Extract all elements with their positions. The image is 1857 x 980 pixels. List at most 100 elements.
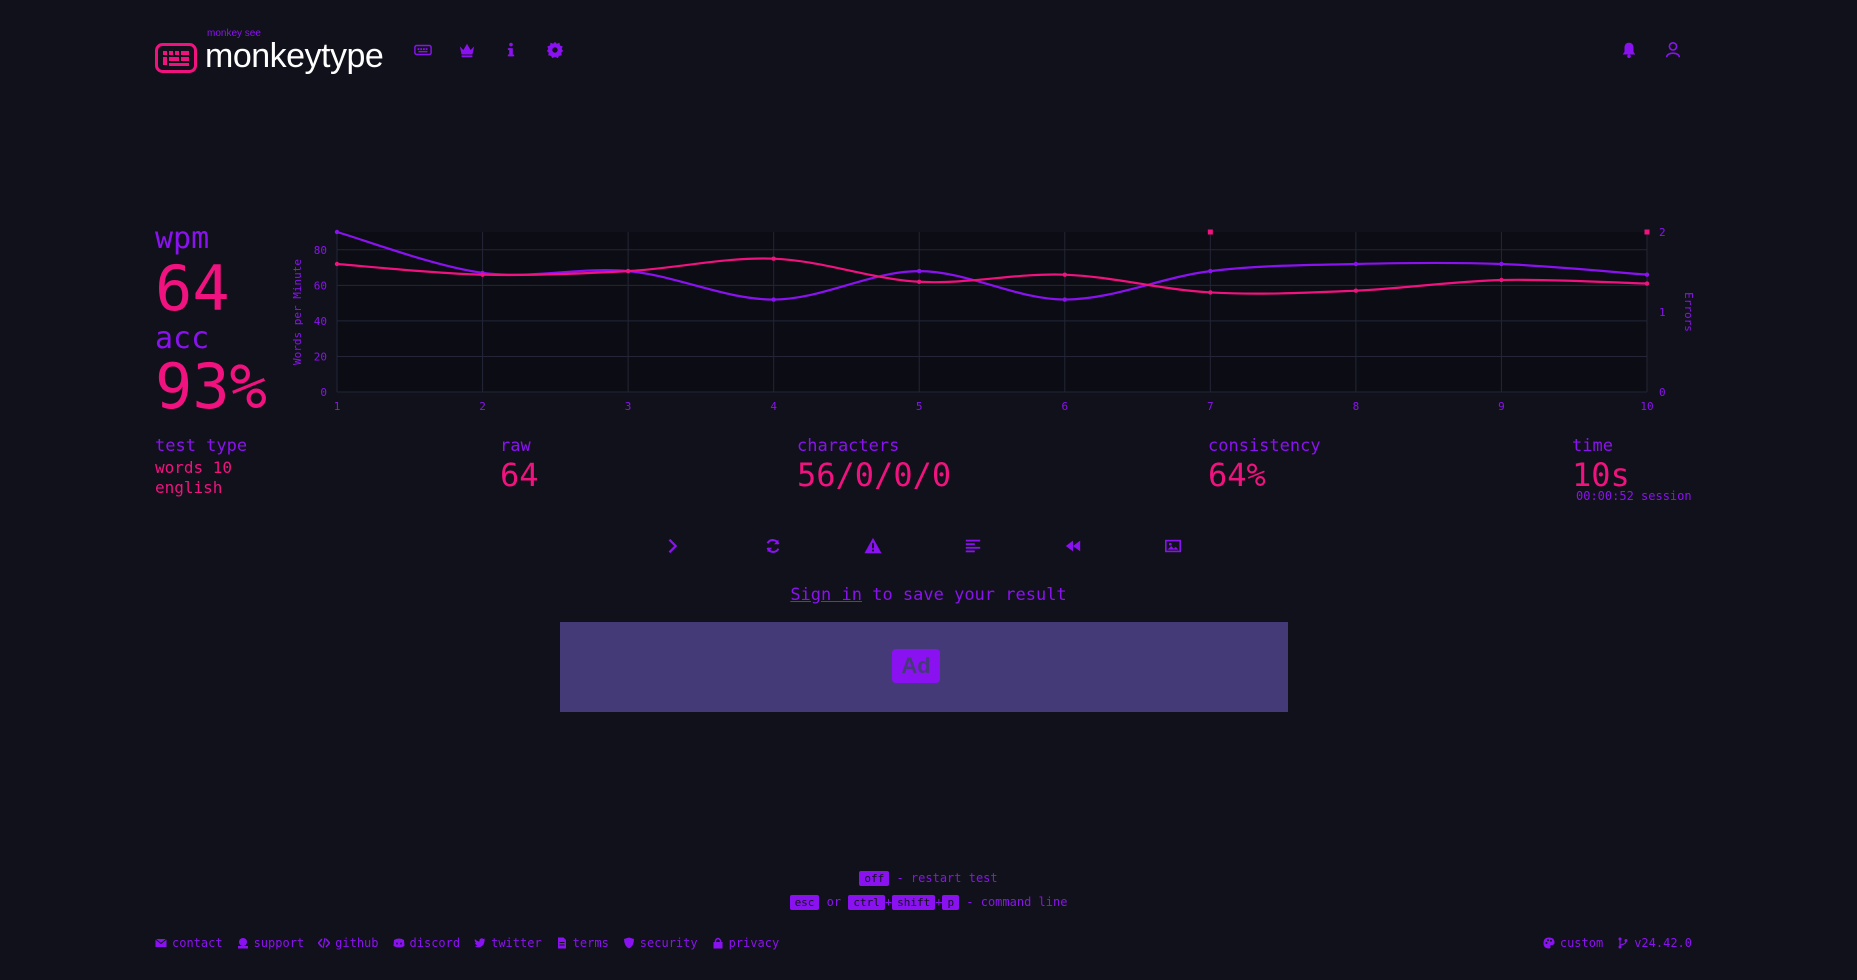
logo-subtitle: monkey see xyxy=(207,28,261,39)
series-2-point xyxy=(1644,281,1650,286)
series-2-point xyxy=(625,268,631,274)
code-branch-icon xyxy=(1618,937,1628,949)
footer-right: custom v24.42.0 xyxy=(1543,936,1692,950)
test-type-label: test type xyxy=(155,436,248,456)
error-marker xyxy=(1207,229,1213,235)
series-line-1 xyxy=(336,230,1648,301)
series-2-point xyxy=(917,279,922,284)
x-tick-label: 10 xyxy=(1640,400,1653,413)
x-tick-label: 9 xyxy=(1498,400,1505,413)
plus-sign: + xyxy=(884,895,893,909)
key-shift: shift xyxy=(892,895,936,910)
raw-value: 64 xyxy=(500,456,539,494)
x-tick-label: 1 xyxy=(334,400,341,413)
footer-discord-label: discord xyxy=(409,936,461,950)
discord-icon xyxy=(393,938,405,948)
series-1-point xyxy=(771,297,776,302)
series-1-point xyxy=(917,268,922,274)
series-2-point xyxy=(480,272,485,277)
y-tick-label: 40 xyxy=(314,315,327,328)
footer-discord[interactable]: discord xyxy=(393,936,461,950)
envelope-icon xyxy=(155,938,167,947)
info-icon[interactable] xyxy=(500,39,522,61)
series-1-point xyxy=(1353,261,1359,267)
test-type-language[interactable]: english xyxy=(155,478,223,497)
footer-security[interactable]: security xyxy=(623,936,698,950)
y2-tick-label: 1 xyxy=(1659,306,1666,319)
footer-theme[interactable]: custom xyxy=(1543,936,1603,950)
ad-banner[interactable]: Ad xyxy=(560,622,1288,712)
y2-axis-title: Errors xyxy=(1682,292,1695,332)
series-2-point xyxy=(334,261,340,267)
keyboard-logo-icon xyxy=(155,43,197,73)
footer-version-label: v24.42.0 xyxy=(1634,936,1692,950)
words-history-button[interactable] xyxy=(960,533,986,559)
twitter-icon xyxy=(474,938,486,948)
footer-theme-label: custom xyxy=(1559,936,1604,950)
footer-contact[interactable]: contact xyxy=(155,936,223,950)
x-tick-label: 7 xyxy=(1207,400,1214,413)
y2-tick-label: 0 xyxy=(1659,386,1666,399)
x-tick-label: 6 xyxy=(1061,400,1068,413)
footer-version[interactable]: v24.42.0 xyxy=(1617,936,1692,950)
consistency-value: 64% xyxy=(1208,456,1266,494)
consistency-label: consistency xyxy=(1208,436,1321,456)
footer-links: contact support github discord twitter t… xyxy=(155,936,779,950)
y-tick-label: 0 xyxy=(320,386,327,399)
bell-icon[interactable] xyxy=(1618,39,1640,61)
footer-privacy-label: privacy xyxy=(728,936,780,950)
time-label: time xyxy=(1572,436,1613,456)
footer-contact-label: contact xyxy=(172,936,223,950)
raw-label: raw xyxy=(500,436,531,456)
wpm-label: wpm xyxy=(155,221,210,256)
x-tick-label: 4 xyxy=(770,400,777,413)
footer-support[interactable]: support xyxy=(237,936,305,950)
y-axis-title: Words per Minute xyxy=(291,259,304,365)
session-time: 00:00:52 session xyxy=(1576,489,1692,503)
or-text: or xyxy=(819,895,849,909)
file-icon xyxy=(557,937,566,949)
acc-value: 93% xyxy=(155,350,267,423)
series-2-point xyxy=(1208,290,1213,295)
refresh-icon xyxy=(766,539,780,553)
chevron-right-icon xyxy=(668,538,678,554)
restart-test-button[interactable] xyxy=(760,533,786,559)
crown-icon[interactable] xyxy=(456,39,478,61)
characters-label: characters xyxy=(797,436,900,456)
error-marker xyxy=(1644,229,1650,235)
footer-github[interactable]: github xyxy=(318,936,379,950)
time-value: 10s xyxy=(1572,456,1630,494)
series-2-point xyxy=(1353,288,1359,293)
key-ctrl: ctrl xyxy=(848,895,885,910)
report-button[interactable] xyxy=(860,533,886,559)
user-icon[interactable] xyxy=(1662,39,1684,61)
series-1-point xyxy=(1062,297,1067,302)
y2-tick-label: 2 xyxy=(1659,226,1666,239)
series-2-point xyxy=(1062,272,1067,277)
footer-twitter[interactable]: twitter xyxy=(474,936,542,950)
series-2-point xyxy=(771,256,776,261)
footer-github-label: github xyxy=(335,936,379,950)
warning-icon xyxy=(864,537,882,554)
header: monkey see monkeytype xyxy=(155,22,1692,80)
gear-icon[interactable] xyxy=(544,39,566,61)
wpm-value: 64 xyxy=(155,252,230,325)
footer-terms[interactable]: terms xyxy=(556,936,609,950)
key-esc: esc xyxy=(789,895,820,910)
logo[interactable]: monkey see monkeytype xyxy=(155,26,384,76)
align-left-icon xyxy=(965,539,981,553)
series-1-point xyxy=(1644,272,1650,277)
signin-link[interactable]: Sign in xyxy=(790,585,862,605)
next-test-button[interactable] xyxy=(660,533,686,559)
screenshot-button[interactable] xyxy=(1160,533,1186,559)
restart-hint: off - restart test xyxy=(0,871,1857,886)
x-tick-label: 3 xyxy=(625,400,632,413)
keyboard-icon[interactable] xyxy=(412,39,434,61)
footer-support-label: support xyxy=(253,936,305,950)
test-type-mode[interactable]: words 10 xyxy=(155,458,233,477)
command-line-hint: esc or ctrl + shift + p - command line xyxy=(0,895,1857,910)
restart-hint-text: - restart test xyxy=(889,871,998,885)
key-p: p xyxy=(942,895,960,910)
footer-privacy[interactable]: privacy xyxy=(712,936,780,950)
replay-button[interactable] xyxy=(1060,533,1086,559)
